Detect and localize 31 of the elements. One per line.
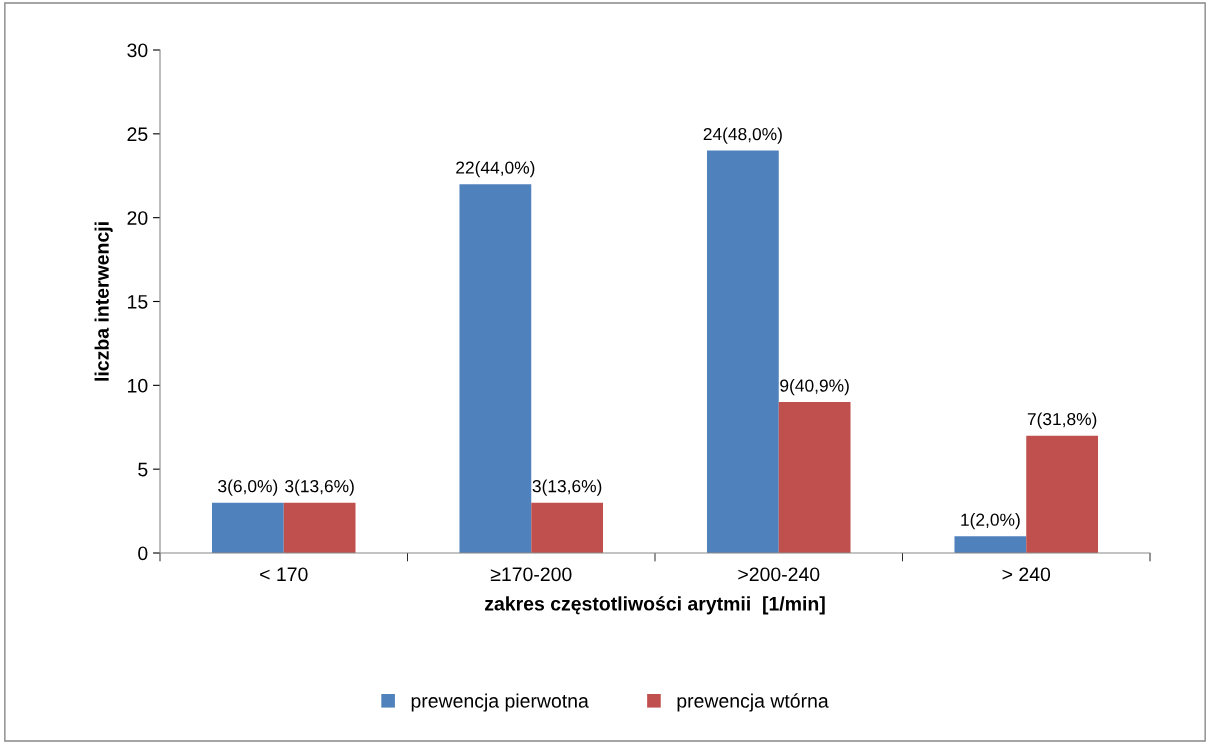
y-tick-label: 30 xyxy=(127,43,148,58)
data-label: 7(31,8%) xyxy=(1027,412,1097,429)
y-tick-label: 25 xyxy=(127,127,148,142)
bar xyxy=(283,502,356,553)
bar xyxy=(706,150,779,553)
y-tick-label: 20 xyxy=(127,211,148,225)
bar xyxy=(211,502,284,553)
x-tick-label: < 170 xyxy=(260,567,308,582)
x-axis-title: zakres częstotliwości arytmii [1/min] xyxy=(485,596,825,615)
data-label: 3(13,6%) xyxy=(285,479,354,496)
bar xyxy=(1026,435,1099,553)
y-tick-label: 5 xyxy=(138,462,148,477)
data-label: 24(48,0%) xyxy=(703,127,782,144)
x-tick-label: >200-240 xyxy=(738,567,820,582)
x-tick-label: > 240 xyxy=(1002,567,1051,582)
data-label: 1(2,0%) xyxy=(961,513,1020,530)
bar xyxy=(778,402,851,553)
bar xyxy=(954,536,1027,553)
data-label: 22(44,0%) xyxy=(456,161,535,178)
x-tick-label: ≥170-200 xyxy=(490,567,572,582)
y-tick-label: 15 xyxy=(128,295,148,309)
y-tick-label: 0 xyxy=(138,546,148,561)
data-label: 9(40,9%) xyxy=(780,378,849,396)
legend-label: prewencja pierwotna xyxy=(411,693,589,712)
y-axis-title: liczba interwencji xyxy=(94,222,113,381)
y-tick-label: 10 xyxy=(128,378,148,393)
data-label: 3(6,0%) xyxy=(218,479,278,496)
bar xyxy=(531,502,604,553)
legend-label: prewencja wtórna xyxy=(677,693,829,712)
bar xyxy=(459,184,532,553)
data-label: 3(13,6%) xyxy=(532,479,602,496)
